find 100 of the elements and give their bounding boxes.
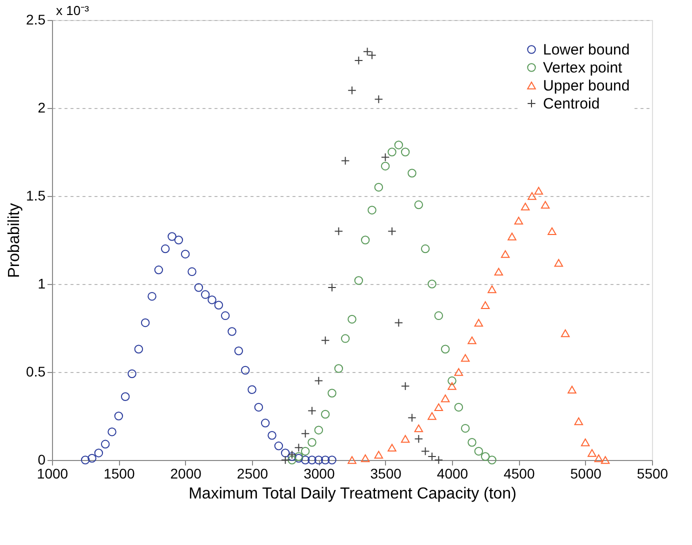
point bbox=[380, 152, 390, 162]
point bbox=[100, 440, 110, 449]
point bbox=[434, 403, 444, 412]
point bbox=[294, 443, 304, 452]
point bbox=[420, 446, 430, 456]
point bbox=[548, 227, 556, 236]
point bbox=[600, 456, 610, 464]
point bbox=[154, 266, 164, 274]
point bbox=[348, 86, 356, 95]
point bbox=[280, 456, 290, 464]
point bbox=[280, 448, 290, 458]
point bbox=[174, 236, 184, 244]
point bbox=[440, 394, 450, 402]
point bbox=[254, 402, 264, 412]
point bbox=[128, 369, 136, 378]
point bbox=[540, 200, 550, 209]
point bbox=[328, 388, 336, 398]
point bbox=[320, 456, 330, 464]
point bbox=[228, 327, 236, 336]
point bbox=[488, 285, 496, 294]
point bbox=[454, 368, 464, 376]
point bbox=[274, 442, 284, 450]
point bbox=[220, 311, 230, 320]
point bbox=[408, 168, 416, 178]
point bbox=[160, 244, 170, 254]
point bbox=[574, 417, 584, 426]
point bbox=[460, 354, 470, 362]
text: x 10⁻³ bbox=[56, 3, 90, 18]
point bbox=[408, 413, 416, 422]
point bbox=[528, 192, 536, 200]
point bbox=[320, 410, 330, 419]
y-tick-label: 2 bbox=[38, 100, 46, 116]
point bbox=[420, 244, 430, 254]
point bbox=[474, 318, 484, 327]
point bbox=[374, 450, 384, 459]
point bbox=[334, 226, 344, 236]
point bbox=[448, 382, 456, 390]
y-axis-title: Probability bbox=[6, 203, 24, 278]
point bbox=[474, 446, 484, 456]
point bbox=[234, 346, 244, 356]
point bbox=[354, 56, 364, 65]
point bbox=[374, 94, 384, 104]
point bbox=[414, 424, 424, 432]
point bbox=[300, 429, 310, 438]
point bbox=[114, 412, 124, 420]
point bbox=[188, 267, 196, 276]
point bbox=[448, 376, 456, 386]
x-axis-title: Maximum Total Daily Treatment Capacity (ton) bbox=[188, 486, 516, 502]
point bbox=[148, 292, 156, 301]
point bbox=[240, 366, 250, 375]
point bbox=[328, 456, 336, 464]
point bbox=[554, 259, 564, 267]
legend-label: Centroid bbox=[543, 96, 600, 112]
point bbox=[394, 318, 404, 328]
point bbox=[308, 438, 316, 447]
point bbox=[500, 250, 510, 258]
legend-label: Vertex point bbox=[543, 60, 624, 76]
y-tick-label: 1 bbox=[38, 276, 46, 292]
point bbox=[468, 438, 476, 447]
point bbox=[214, 300, 224, 310]
point bbox=[380, 162, 390, 170]
point bbox=[80, 456, 90, 464]
point bbox=[134, 344, 144, 354]
y-tick-label: 0 bbox=[38, 452, 46, 468]
point bbox=[120, 392, 130, 402]
point bbox=[208, 295, 216, 304]
point bbox=[508, 232, 516, 240]
point bbox=[414, 200, 424, 210]
point bbox=[360, 454, 370, 462]
x-tick-label: 1500 bbox=[104, 466, 135, 482]
point bbox=[514, 216, 524, 224]
point bbox=[468, 336, 476, 344]
point bbox=[454, 402, 464, 412]
point bbox=[348, 456, 356, 464]
point bbox=[568, 386, 576, 394]
x-tick-label: 3000 bbox=[304, 466, 335, 482]
x-tick-label: 1000 bbox=[36, 466, 68, 482]
point bbox=[194, 283, 204, 292]
point bbox=[288, 456, 296, 464]
point bbox=[354, 276, 364, 285]
point bbox=[300, 446, 310, 456]
point bbox=[94, 448, 104, 458]
point bbox=[88, 454, 96, 463]
point bbox=[440, 344, 450, 354]
x-tick-label: 4500 bbox=[504, 466, 535, 482]
point bbox=[428, 280, 436, 288]
legend-label: Upper bound bbox=[543, 78, 630, 94]
point bbox=[594, 454, 604, 462]
point bbox=[314, 376, 324, 386]
point bbox=[394, 140, 404, 150]
y-tick-label: 0.5 bbox=[26, 364, 46, 380]
point bbox=[334, 364, 344, 373]
point bbox=[300, 456, 310, 464]
point bbox=[200, 290, 210, 299]
point bbox=[368, 206, 376, 214]
point bbox=[580, 438, 590, 446]
point bbox=[400, 382, 410, 390]
point bbox=[340, 334, 350, 343]
point bbox=[428, 412, 436, 420]
x-tick-label: 2500 bbox=[236, 466, 268, 482]
